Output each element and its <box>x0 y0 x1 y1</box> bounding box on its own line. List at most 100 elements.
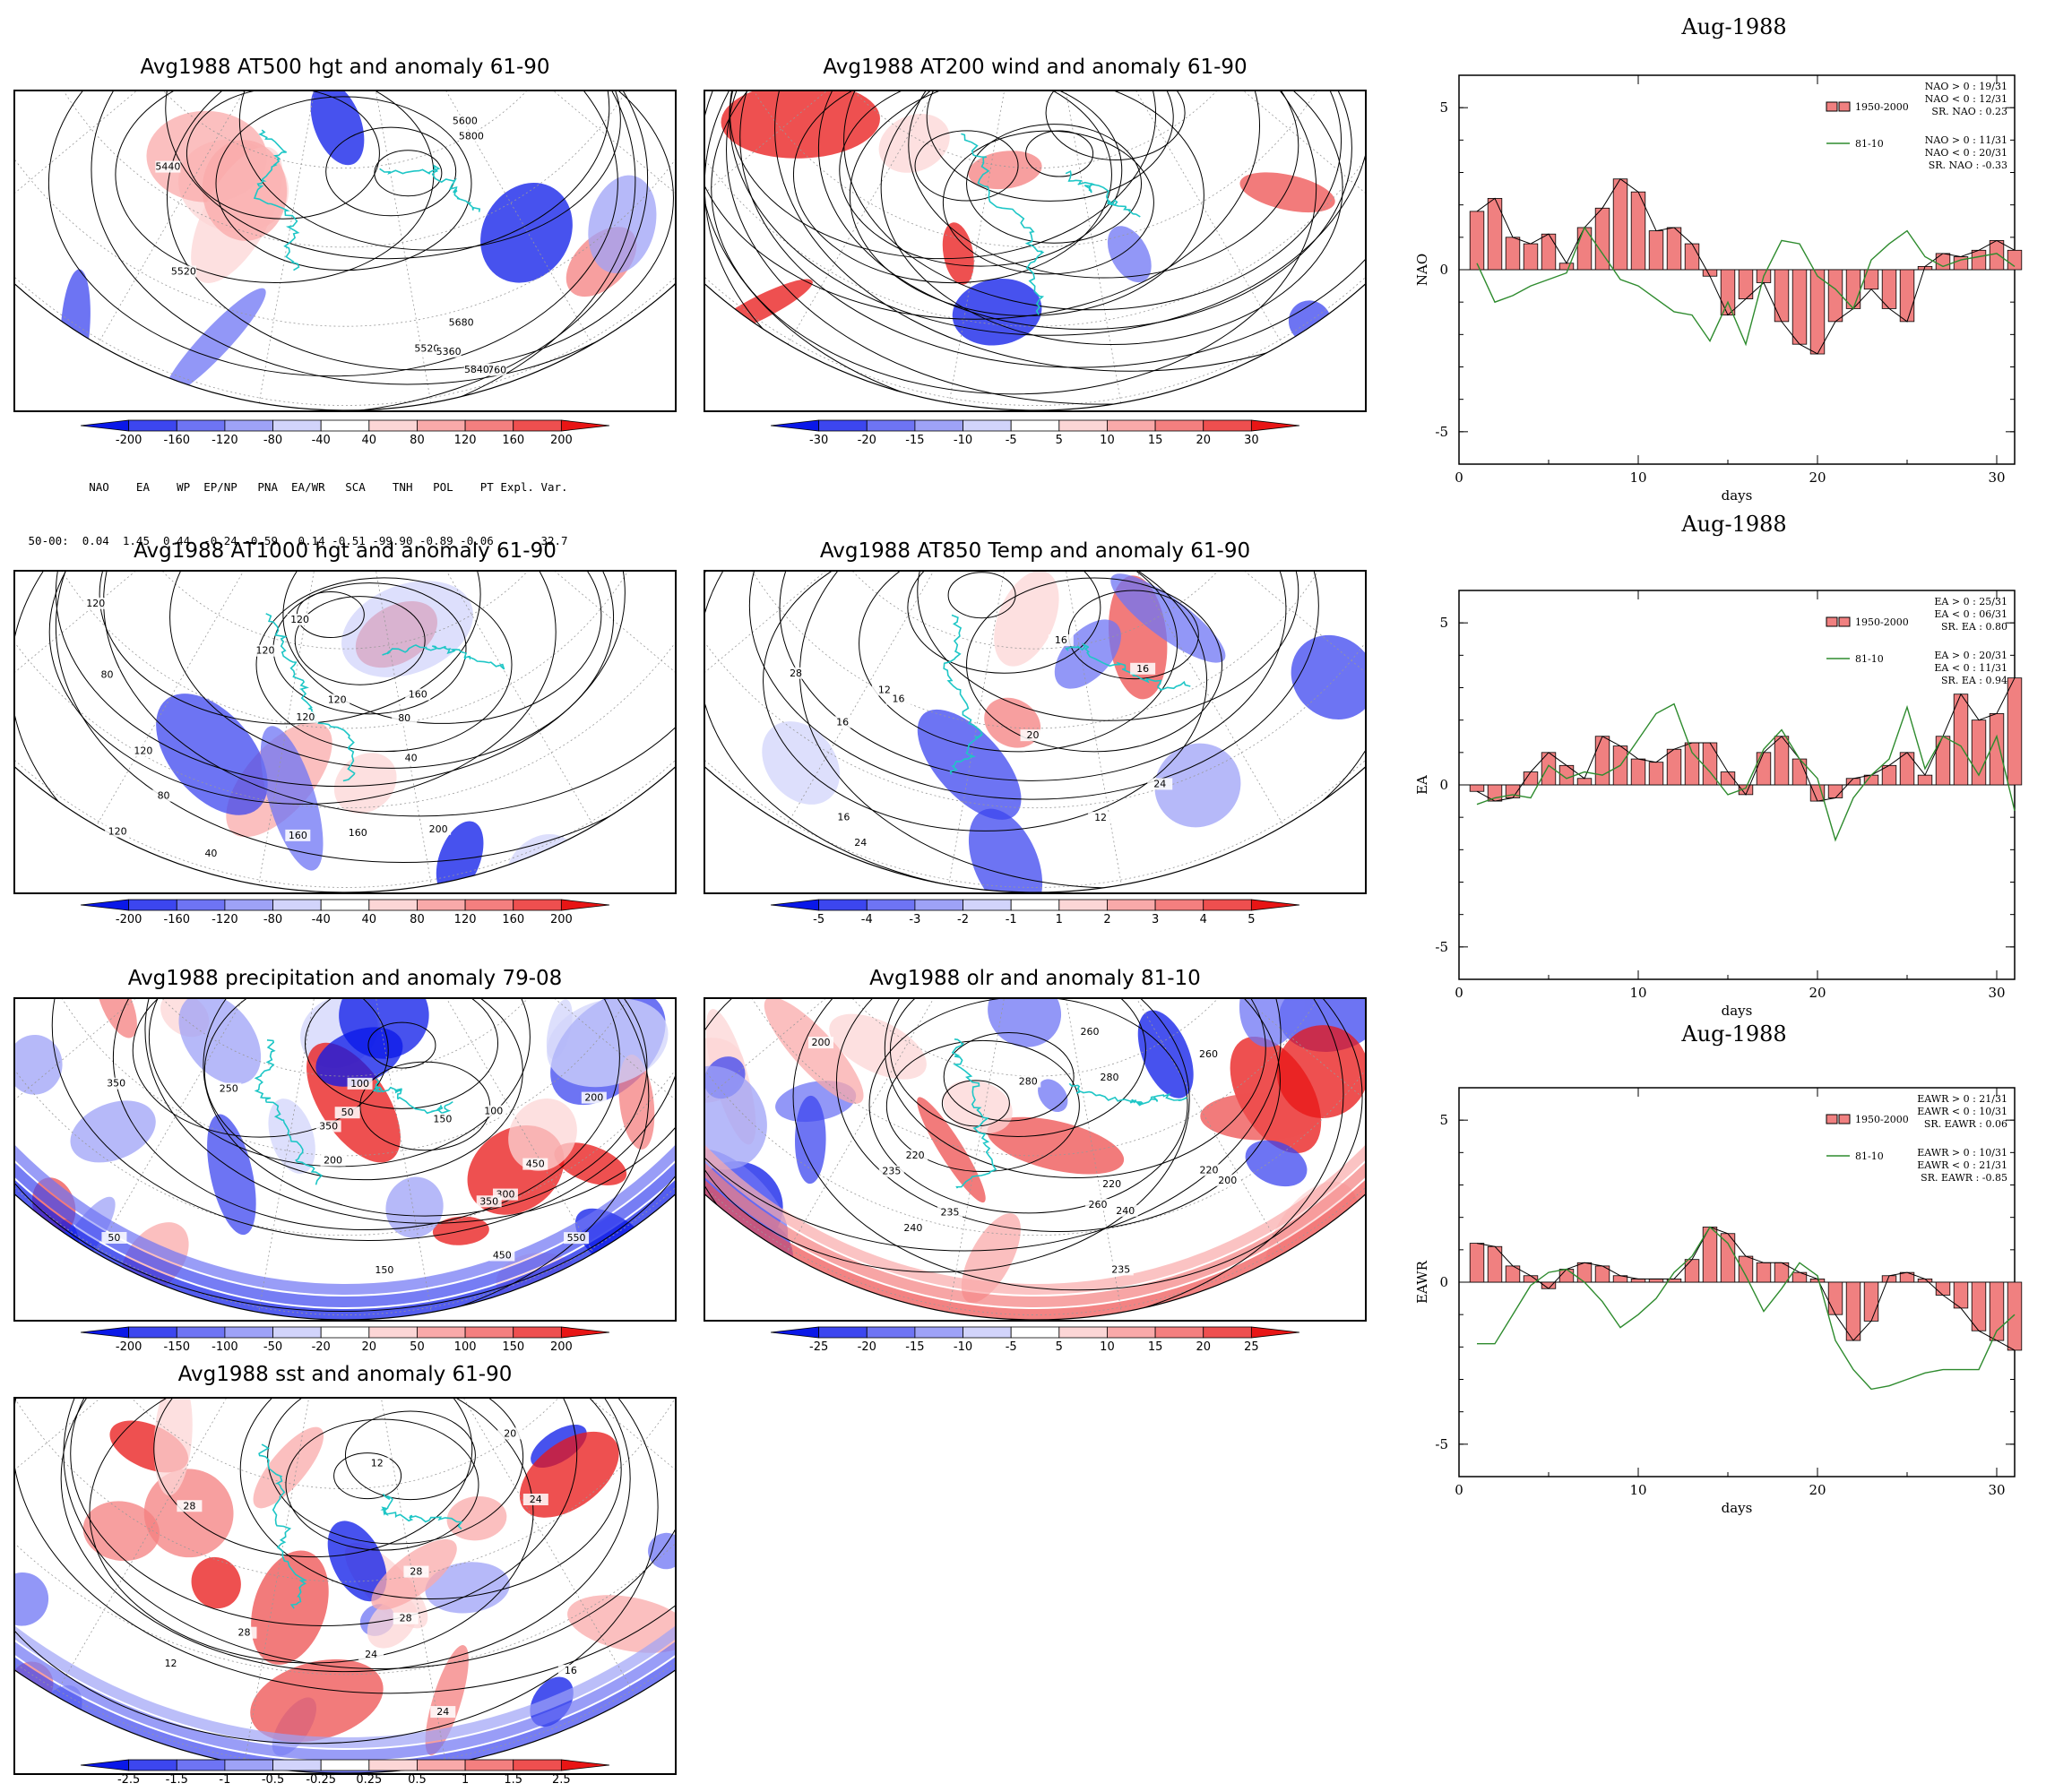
contour-line <box>942 130 1154 275</box>
contour-label: 160 <box>409 689 427 701</box>
colorbar-swatch <box>320 419 370 432</box>
contour-line <box>47 91 618 377</box>
anomaly-shading <box>523 854 605 892</box>
legend-line-stat: NAO > 0 : 11/31 <box>1925 134 2007 146</box>
colorbar-swatch <box>320 899 370 911</box>
contour-label-bg <box>480 1105 506 1117</box>
contour-line <box>914 130 1019 202</box>
map-title: Avg1988 olr and anomaly 81-10 <box>869 967 1201 990</box>
contour-label: 280 <box>1100 1072 1118 1083</box>
anomaly-shading <box>1200 1092 1320 1141</box>
legend-line-label: 81-10 <box>1855 653 1884 665</box>
contour-label-bg <box>1130 662 1156 675</box>
colorbar-arrow-left <box>770 419 820 432</box>
contour-label: 5680 <box>449 317 474 329</box>
contour-label-bg <box>320 1154 346 1167</box>
contour-label: 260 <box>1089 1199 1108 1210</box>
timeseries-title: Aug-1988 <box>1681 14 1787 39</box>
colorbar-swatch <box>320 1759 370 1771</box>
contour-line <box>48 572 557 805</box>
anomaly-shading <box>878 114 950 173</box>
bar <box>1845 1281 1861 1341</box>
colorbar-swatch <box>914 1326 963 1339</box>
contour-label: 235 <box>1111 1263 1130 1275</box>
y-tick-label: 0 <box>1439 777 1448 793</box>
x-tick-label: 30 <box>1988 1482 2005 1498</box>
colorbar-tick-label: 15 <box>1148 1340 1163 1354</box>
contour-line <box>91 91 675 385</box>
colorbar-swatch <box>320 1326 370 1339</box>
colorbar-tick-label: 0.25 <box>356 1773 382 1787</box>
colorbar-tick-label: 20 <box>1196 434 1211 447</box>
legend-bar-stat: EA < 0 : 06/31 <box>1934 608 2007 620</box>
colorbar-tick-label: -1 <box>1006 913 1017 926</box>
bar <box>1558 1269 1575 1283</box>
map-plot-sst: 28 12 16 20 24 28 24 28 28 24 12 <box>13 1397 677 1775</box>
colorbar-tick-label: -15 <box>905 434 924 447</box>
colorbar-tick-label: -20 <box>858 1340 876 1354</box>
anomaly-shading <box>917 709 1022 820</box>
colorbar-tick-label: 1 <box>1056 913 1063 926</box>
colorbar-tick-label: -2 <box>957 913 969 926</box>
contour-line <box>51 999 675 1241</box>
legend-bar-stat: SR. EAWR : 0.06 <box>1924 1118 2007 1130</box>
contour-label: 220 <box>906 1150 925 1161</box>
colorbar-tick-label: -25 <box>809 1340 828 1354</box>
anomaly-shading <box>82 1501 160 1562</box>
bar <box>1684 742 1700 786</box>
colorbar-swatch <box>513 899 562 911</box>
contour-label-bg <box>151 789 177 802</box>
x-tick-label: 0 <box>1455 470 1463 486</box>
anomaly-shading <box>250 1658 384 1743</box>
legend-line-label: 81-10 <box>1855 1150 1884 1162</box>
x-axis-label: days <box>1722 487 1753 504</box>
contour-label-bg <box>1214 1174 1240 1186</box>
colorbar-swatch <box>368 899 418 911</box>
colorbar-swatch <box>818 419 868 432</box>
contour-label: 16 <box>565 1665 577 1676</box>
contour-line <box>817 91 1352 331</box>
colorbar-tick-label: 5 <box>1056 434 1063 447</box>
contour-label-bg <box>292 711 318 724</box>
y-axis-label: EA <box>1414 775 1430 795</box>
bar <box>1684 1259 1700 1283</box>
colorbar-tick-label: 120 <box>454 434 477 447</box>
colorbar-swatch <box>1107 419 1156 432</box>
bar <box>1738 1255 1754 1283</box>
colorbar-swatch <box>1058 419 1108 432</box>
colorbar-tick-label: 20 <box>362 1340 377 1354</box>
coastline <box>380 1493 463 1530</box>
contour-label-bg <box>216 1082 242 1095</box>
colorbar-swatch <box>866 899 916 911</box>
contour-label: 50 <box>341 1107 354 1118</box>
contour-line <box>726 91 1365 405</box>
anomaly-shading <box>952 278 1042 346</box>
contour-label-bg <box>448 316 474 329</box>
bar <box>2007 249 2023 271</box>
colorbar-swatch <box>1203 1326 1252 1339</box>
map-panel-at1000: Avg1988 AT1000 hgt and anomaly 61-90 40 8… <box>13 511 677 896</box>
timeseries-panel-eawr: Aug-1988 5 0 -5 0 10 20 30 days EAWR EAWR > 0 : 2… <box>1407 1012 2034 1523</box>
coastline <box>1068 1082 1187 1107</box>
colorbar-arrow-right <box>1250 899 1300 911</box>
legend-bar-stat: NAO > 0 : 19/31 <box>1925 81 2007 92</box>
contour-line <box>917 572 1299 721</box>
colorbar-tick-label: -200 <box>116 913 142 926</box>
anomaly-shading <box>829 1013 927 1080</box>
map-panel-at850: Avg1988 AT850 Temp and anomaly 61-90 16 2… <box>704 511 1367 896</box>
map-plot-olr: 235 240 260 280 220 200 260 235 220 240 280 200 235 2… <box>704 997 1367 1322</box>
contour-label: 120 <box>296 711 315 723</box>
colorbar-arrow-left <box>770 899 820 911</box>
contour-label-bg <box>1096 1071 1122 1083</box>
colorbar-tick-label: 1.5 <box>504 1773 522 1787</box>
colorbar-tick-label: 160 <box>502 434 524 447</box>
contour-line <box>153 1399 473 1558</box>
contour-label-bg <box>364 1457 390 1469</box>
legend-line-stat: EAWR < 0 : 21/31 <box>1917 1159 2007 1171</box>
anomaly-shading <box>1291 634 1365 719</box>
contour-line <box>884 999 1266 1179</box>
anomaly-shading <box>968 151 1042 190</box>
series-line-8110 <box>1476 702 2016 842</box>
index-table-row-5000: 50-00: 0.04 1.45 0.44 -0.24 -0.59 0.14 -… <box>22 534 568 547</box>
contour-label-bg <box>831 811 857 823</box>
